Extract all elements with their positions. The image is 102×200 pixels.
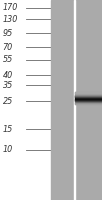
Bar xyxy=(75,100,102,101)
Text: 10: 10 xyxy=(3,146,13,154)
Text: 40: 40 xyxy=(3,71,13,79)
Bar xyxy=(75,96,102,97)
Text: 130: 130 xyxy=(3,15,18,23)
Bar xyxy=(75,101,102,102)
Bar xyxy=(75,103,102,104)
Bar xyxy=(75,96,102,97)
Text: 35: 35 xyxy=(3,81,13,90)
Bar xyxy=(75,100,102,101)
Text: 95: 95 xyxy=(3,28,13,38)
Text: 55: 55 xyxy=(3,55,13,64)
Bar xyxy=(75,92,102,93)
Bar xyxy=(75,92,102,93)
Bar xyxy=(75,102,102,103)
Bar xyxy=(75,99,102,100)
Bar xyxy=(51,0,74,200)
Text: 70: 70 xyxy=(3,43,13,51)
Bar xyxy=(75,93,102,94)
Bar xyxy=(75,98,102,99)
Bar xyxy=(75,95,102,96)
Bar xyxy=(75,99,102,100)
Bar xyxy=(75,103,102,104)
Bar xyxy=(75,97,102,98)
Text: 15: 15 xyxy=(3,124,13,134)
Text: 170: 170 xyxy=(3,3,18,12)
Bar xyxy=(74,0,75,200)
Bar xyxy=(75,94,102,95)
Bar xyxy=(75,0,102,200)
Text: 25: 25 xyxy=(3,97,13,106)
Bar xyxy=(75,95,102,96)
